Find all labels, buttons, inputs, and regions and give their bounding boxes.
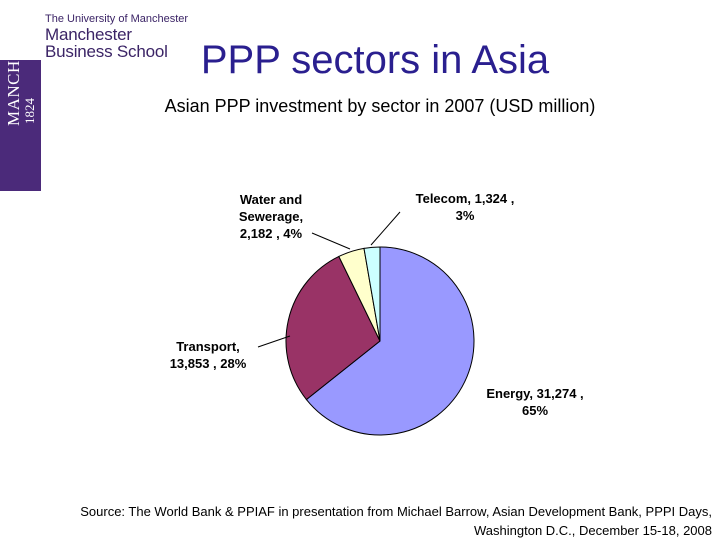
- logo-school-line1: Manchester: [45, 25, 132, 44]
- leader-line-transport: [257, 335, 291, 348]
- university-side-banner: [0, 60, 41, 191]
- data-label-energy: Energy, 31,274 , 65%: [486, 386, 583, 418]
- source-citation: Source: The World Bank & PPIAF in presen…: [12, 502, 712, 540]
- data-label-telecom: Telecom, 1,324 , 3%: [416, 191, 515, 223]
- pie-slice-energy: [305, 246, 475, 436]
- page-title: PPP sectors in Asia: [200, 38, 550, 82]
- source-line-1: Source: The World Bank & PPIAF in presen…: [80, 504, 712, 519]
- data-label-water-and-sewerage: Water and Sewerage, 2,182 , 4%: [239, 192, 303, 241]
- pie-slice-telecom: [363, 246, 381, 342]
- data-label-transport: Transport, 13,853 , 28%: [170, 339, 247, 371]
- logo-university-name: The University of Manchester: [45, 13, 189, 25]
- chart-title: Asian PPP investment by sector in 2007 (…: [164, 96, 596, 116]
- pie-slice-transport: [285, 255, 381, 401]
- logo-school-line2: Business School: [45, 42, 168, 61]
- source-line-2: Washington D.C., December 15-18, 2008: [474, 523, 712, 538]
- leader-line-telecom: [370, 211, 401, 246]
- leader-line-water-and-sewerage: [311, 232, 351, 250]
